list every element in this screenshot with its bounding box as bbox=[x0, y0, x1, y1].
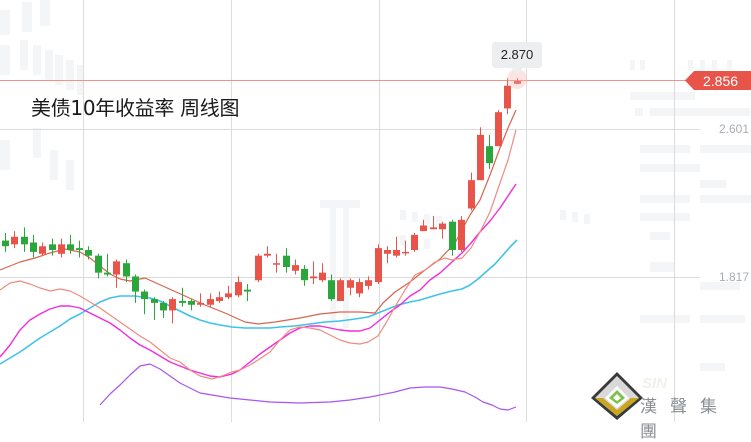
background-watermark bbox=[0, 0, 751, 371]
current-price-value: 2.856 bbox=[703, 73, 739, 89]
candlestick-chart bbox=[0, 0, 751, 422]
chart-title: 美债10年收益率 周线图 bbox=[31, 96, 240, 120]
candle bbox=[113, 259, 120, 288]
y-axis-label-2601: 2.601 bbox=[718, 122, 749, 136]
high-marker-glow bbox=[507, 69, 527, 89]
candle bbox=[58, 238, 65, 258]
price-tag-shape bbox=[685, 71, 751, 90]
candle bbox=[169, 297, 176, 324]
candle bbox=[11, 231, 18, 249]
candle bbox=[264, 246, 271, 258]
candle bbox=[95, 253, 102, 279]
candle bbox=[514, 78, 521, 84]
candle bbox=[439, 221, 446, 239]
candle bbox=[30, 234, 37, 258]
logo-text: 漢聲集團 bbox=[640, 397, 730, 442]
candle bbox=[39, 242, 46, 256]
candle bbox=[104, 253, 111, 277]
candle bbox=[458, 216, 465, 252]
candle bbox=[273, 253, 280, 273]
candle bbox=[235, 276, 242, 298]
candle bbox=[216, 291, 223, 303]
high-value-tooltip: 2.870 bbox=[492, 42, 542, 74]
y-axis-label-1817: 1.817 bbox=[718, 270, 749, 284]
candle bbox=[283, 248, 290, 273]
candle bbox=[430, 216, 437, 230]
candle bbox=[486, 134, 493, 169]
ma-mid-line bbox=[0, 183, 517, 378]
candle bbox=[2, 233, 9, 252]
candle bbox=[411, 233, 418, 252]
candle bbox=[292, 259, 299, 275]
candle bbox=[347, 278, 354, 296]
candle bbox=[337, 278, 344, 301]
candle bbox=[197, 293, 204, 307]
candle bbox=[449, 219, 456, 256]
candle bbox=[21, 227, 28, 252]
candle bbox=[207, 293, 214, 307]
candle bbox=[356, 278, 363, 298]
candle bbox=[255, 253, 262, 283]
candle bbox=[375, 244, 382, 284]
candle bbox=[188, 299, 195, 311]
bb-lower-line bbox=[99, 363, 517, 411]
candle bbox=[319, 263, 326, 283]
candle bbox=[393, 236, 400, 258]
candle bbox=[504, 78, 511, 115]
candle bbox=[468, 172, 475, 211]
candle bbox=[365, 276, 372, 290]
current-price-tag: 2.856 bbox=[685, 71, 751, 90]
candle bbox=[76, 240, 83, 258]
candle bbox=[420, 219, 427, 232]
candle bbox=[477, 127, 484, 181]
candle bbox=[495, 110, 502, 147]
candle bbox=[160, 300, 167, 318]
diamond-logo-icon bbox=[591, 372, 643, 420]
logo-sub-text: SIN bbox=[642, 375, 668, 392]
candle bbox=[179, 287, 186, 307]
candle bbox=[384, 246, 391, 264]
gridlines bbox=[0, 0, 700, 422]
candle bbox=[85, 246, 92, 260]
company-logo bbox=[587, 368, 751, 422]
candle bbox=[310, 261, 317, 284]
candle bbox=[225, 285, 232, 300]
candles bbox=[2, 78, 521, 324]
candle bbox=[67, 234, 74, 254]
candle bbox=[244, 283, 251, 301]
candle bbox=[49, 238, 56, 256]
candle bbox=[328, 274, 335, 301]
ma-long-line bbox=[0, 239, 518, 365]
candle bbox=[123, 259, 130, 283]
candle bbox=[141, 289, 148, 315]
candle bbox=[132, 274, 139, 303]
candle bbox=[402, 240, 409, 256]
candle bbox=[151, 297, 158, 320]
ma-short-line bbox=[0, 129, 517, 380]
candle bbox=[301, 265, 308, 286]
